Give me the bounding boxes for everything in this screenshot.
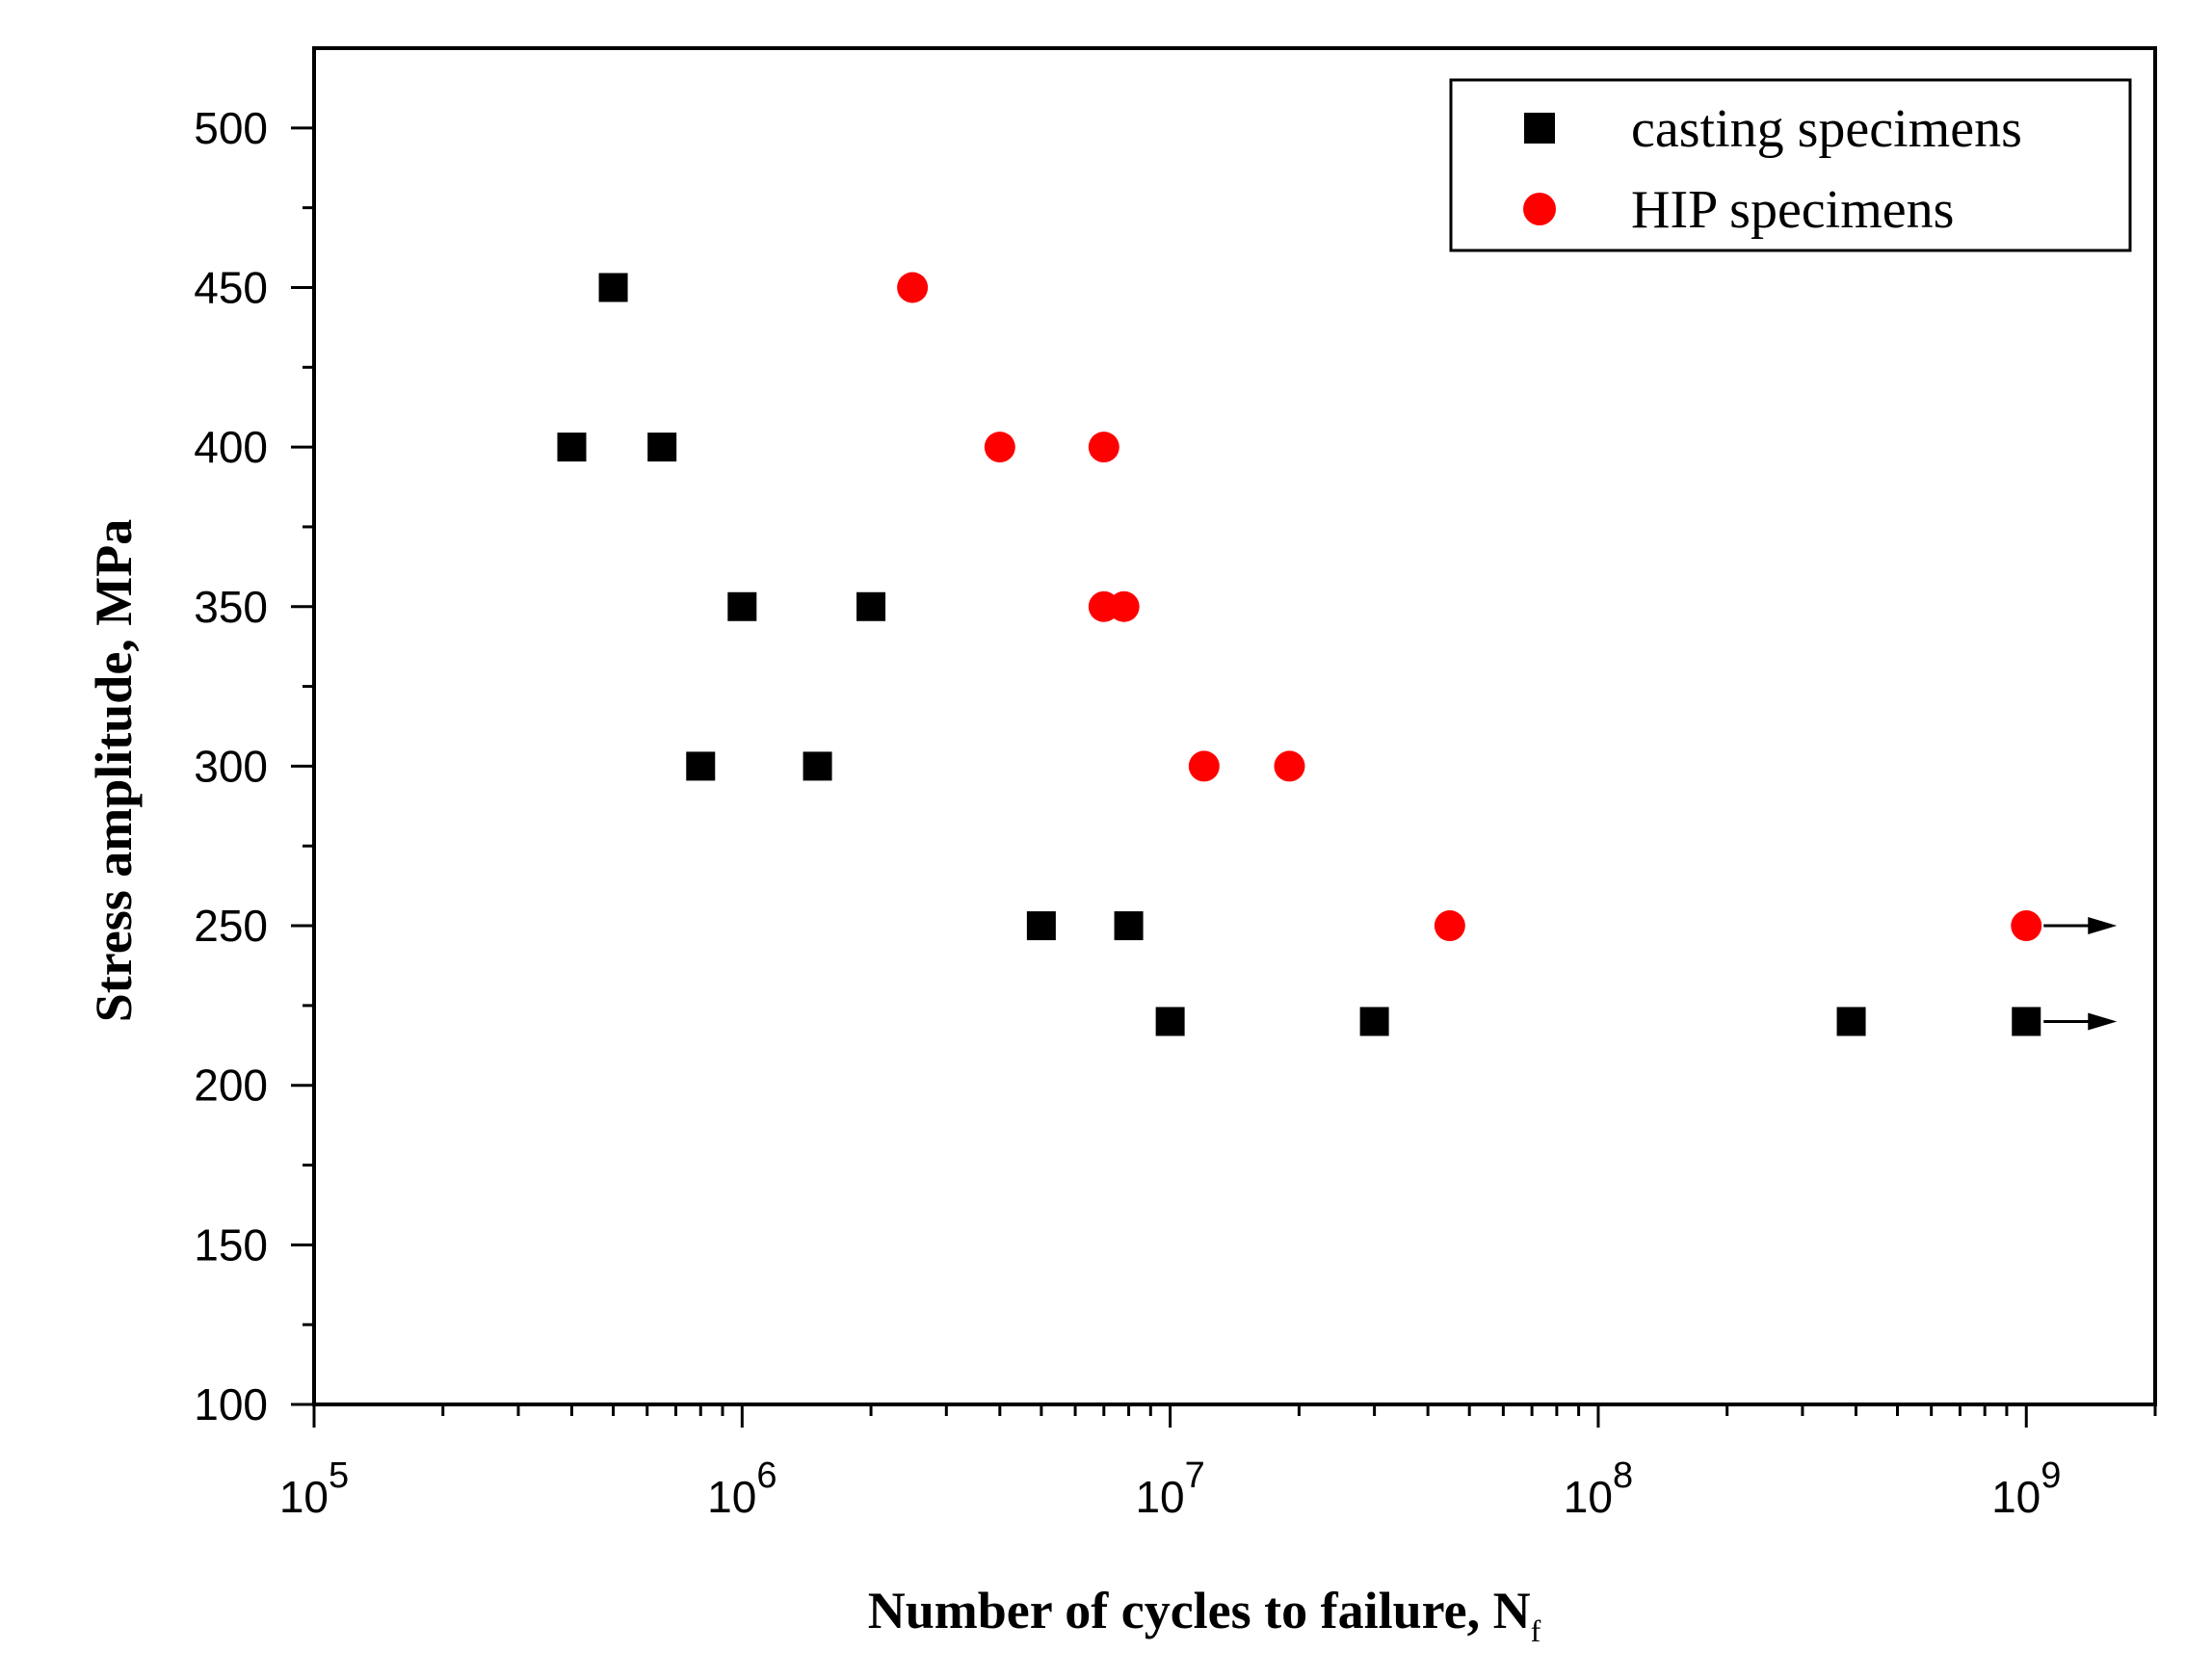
hip-point bbox=[1434, 910, 1465, 942]
x-tick-label: 105 bbox=[279, 1455, 349, 1522]
casting-point bbox=[1026, 911, 1056, 941]
x-tick-label: 108 bbox=[1564, 1455, 1633, 1522]
casting-point bbox=[598, 273, 628, 302]
hip-point bbox=[897, 272, 929, 303]
runout-arrow-head bbox=[2088, 1012, 2118, 1031]
casting-point bbox=[686, 751, 716, 781]
casting-point bbox=[1114, 911, 1144, 941]
hip-point bbox=[1188, 750, 1220, 782]
y-tick-label: 300 bbox=[194, 741, 268, 791]
legend-marker-hip bbox=[1523, 193, 1556, 225]
legend-label-casting: casting specimens bbox=[1631, 99, 2022, 159]
casting-point bbox=[803, 751, 832, 781]
casting-point bbox=[557, 433, 587, 462]
x-tick-label: 109 bbox=[1991, 1455, 2061, 1522]
casting-point bbox=[2012, 1007, 2041, 1036]
casting-point bbox=[856, 591, 886, 621]
casting-point bbox=[647, 433, 677, 462]
legend-box bbox=[1449, 78, 2132, 252]
runout-arrow-head bbox=[2088, 917, 2118, 935]
y-tick-label: 400 bbox=[194, 422, 268, 472]
y-axis-title: Stress amplitude, MPa bbox=[85, 519, 143, 1023]
hip-point bbox=[984, 432, 1015, 463]
y-tick-label: 500 bbox=[194, 103, 268, 153]
hip-point bbox=[2011, 910, 2042, 942]
casting-point bbox=[1836, 1007, 1866, 1036]
y-tick-label: 200 bbox=[194, 1061, 268, 1111]
plot-frame bbox=[312, 46, 2157, 1406]
casting-point bbox=[1155, 1007, 1185, 1036]
legend-label-hip: HIP specimens bbox=[1631, 180, 1954, 240]
casting-point bbox=[1359, 1007, 1389, 1036]
y-tick-label: 250 bbox=[194, 901, 268, 951]
data-markers bbox=[557, 272, 2118, 1036]
y-tick-label: 450 bbox=[194, 262, 268, 312]
casting-point bbox=[727, 591, 757, 621]
hip-point bbox=[1088, 432, 1119, 463]
y-tick-label: 150 bbox=[194, 1219, 268, 1270]
x-tick-label: 106 bbox=[707, 1455, 777, 1522]
hip-point bbox=[1108, 590, 1140, 622]
hip-point bbox=[1274, 750, 1305, 782]
legend: casting specimens HIP specimens bbox=[1449, 78, 2132, 252]
legend-marker-casting bbox=[1524, 113, 1555, 144]
x-axis-ticks: 105 106 107 108 109 bbox=[279, 1404, 2157, 1522]
x-tick-label: 107 bbox=[1135, 1455, 1204, 1522]
x-axis-title: Number of cycles to failure, Nf bbox=[868, 1582, 1541, 1648]
y-axis-ticks: 100 150 200 250 300 350 400 450 500 bbox=[194, 103, 314, 1429]
y-tick-label: 350 bbox=[194, 582, 268, 632]
y-tick-label: 100 bbox=[194, 1379, 268, 1429]
